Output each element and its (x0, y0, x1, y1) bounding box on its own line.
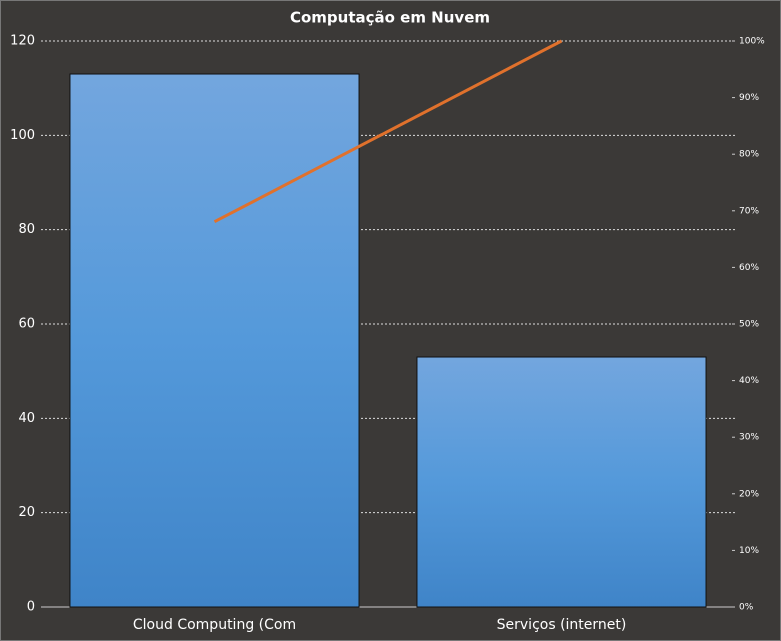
y-tick-label: 100 (10, 128, 35, 143)
cumulative-line (213, 39, 563, 224)
x-tick-label: Cloud Computing (Com (133, 617, 296, 633)
y2-tick-label: 40% (739, 376, 759, 386)
y2-tick-label: 0% (739, 603, 754, 613)
y2-tick-label: 10% (739, 546, 759, 556)
y-tick-label: 60 (18, 317, 35, 332)
y-tick-label: 40 (18, 411, 35, 426)
bar (69, 73, 360, 608)
y-tick-label: 0 (27, 600, 35, 615)
y2-tick-label: 60% (739, 263, 759, 273)
chart-title: Computação em Nuvem (290, 9, 490, 27)
y-tick-label: 20 (18, 505, 35, 520)
y2-tick-label: 90% (739, 93, 759, 103)
y2-tick-label: 100% (739, 37, 765, 47)
y2-tick-label: 30% (739, 433, 759, 443)
y-tick-label: 120 (10, 34, 35, 49)
x-tick-label: Serviços (internet) (497, 617, 627, 633)
y2-tick-label: 70% (739, 206, 759, 216)
y-tick-label: 80 (18, 222, 35, 237)
y2-tick-label: 20% (739, 489, 759, 499)
bar (416, 356, 707, 608)
y2-tick-label: 80% (739, 150, 759, 160)
y2-tick-label: 50% (739, 320, 759, 330)
